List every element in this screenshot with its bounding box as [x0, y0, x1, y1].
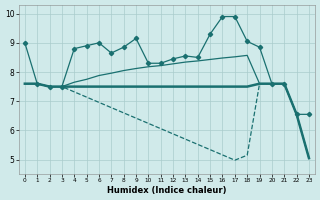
X-axis label: Humidex (Indice chaleur): Humidex (Indice chaleur): [107, 186, 227, 195]
